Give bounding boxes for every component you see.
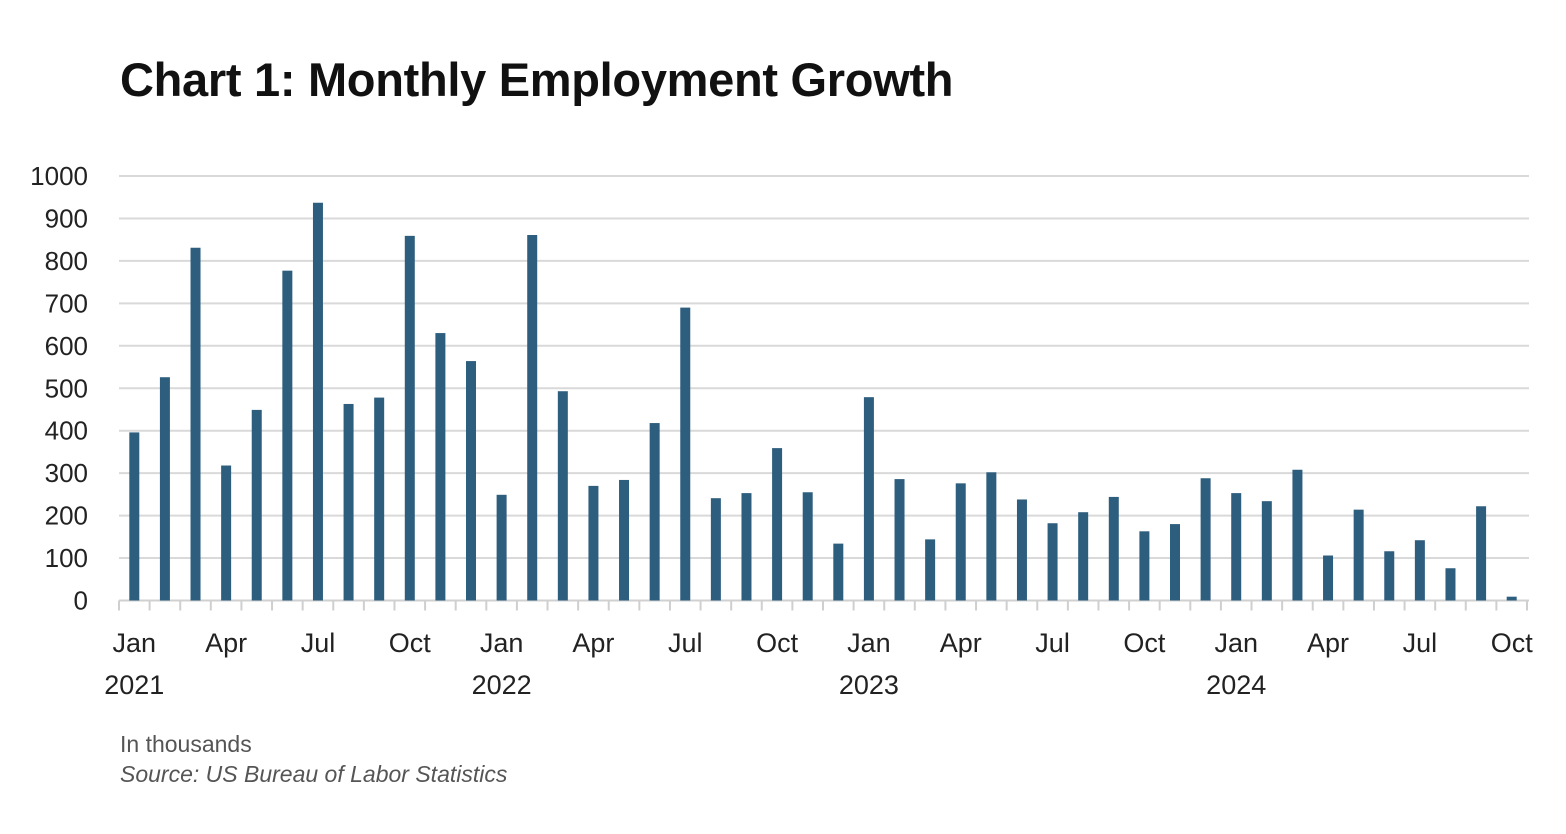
bar-oct-2021	[404, 235, 415, 601]
x-tick-label: Jan	[1214, 628, 1258, 658]
x-tick-label: Jul	[301, 628, 336, 658]
x-tick-label: Oct	[756, 628, 799, 658]
x-year-label: 2024	[1206, 670, 1266, 700]
bar-jun-2022	[649, 423, 660, 601]
bar-jan-2022	[496, 494, 507, 601]
x-year-label: 2022	[472, 670, 532, 700]
y-tick-label: 200	[45, 501, 88, 531]
bar-may-2022	[619, 479, 630, 601]
x-tick-label: Jan	[847, 628, 891, 658]
bar-jan-2023	[863, 397, 874, 601]
y-tick-label: 1000	[30, 161, 88, 191]
x-tick-label: Oct	[1491, 628, 1534, 658]
bar-jul-2023	[1047, 523, 1058, 601]
bar-may-2023	[986, 472, 997, 601]
chart-title: Chart 1: Monthly Employment Growth	[120, 53, 954, 106]
y-tick-label: 900	[45, 203, 88, 233]
bar-jun-2021	[282, 270, 293, 601]
bar-feb-2023	[894, 479, 905, 601]
bar-mar-2023	[925, 539, 936, 601]
x-year-label: 2021	[104, 670, 164, 700]
bar-feb-2024	[1261, 501, 1272, 601]
source-note: Source: US Bureau of Labor Statistics	[120, 761, 508, 787]
y-tick-label: 0	[74, 586, 88, 616]
bar-feb-2022	[527, 235, 538, 601]
bar-aug-2021	[343, 403, 354, 601]
bar-feb-2021	[159, 377, 170, 601]
y-tick-label: 100	[45, 543, 88, 573]
bar-aug-2023	[1078, 512, 1089, 601]
bar-oct-2022	[772, 448, 783, 601]
y-tick-label: 700	[45, 288, 88, 318]
bar-nov-2023	[1170, 524, 1180, 601]
x-tick-label: Apr	[1307, 628, 1349, 658]
bar-nov-2021	[435, 333, 446, 601]
x-tick-label: Oct	[1123, 628, 1166, 658]
bar-apr-2023	[955, 483, 966, 601]
bar-aug-2022	[710, 498, 721, 601]
bar-jul-2024	[1414, 540, 1425, 601]
x-tick-label: Oct	[389, 628, 432, 658]
bar-jul-2022	[680, 307, 691, 601]
bar-oct-2023	[1139, 531, 1150, 601]
bar-sep-2023	[1108, 496, 1119, 601]
bar-nov-2022	[802, 492, 813, 601]
bar-jan-2021	[129, 432, 140, 601]
x-tick-label: Apr	[205, 628, 247, 658]
y-tick-label: 800	[45, 246, 88, 276]
x-tick-label: Apr	[572, 628, 614, 658]
x-tick-label: Jul	[668, 628, 703, 658]
y-tick-label: 500	[45, 373, 88, 403]
bar-mar-2021	[190, 247, 201, 601]
unit-note: In thousands	[120, 731, 252, 757]
bar-jul-2021	[312, 202, 323, 601]
y-tick-label: 300	[45, 458, 88, 488]
bar-dec-2023	[1200, 478, 1211, 601]
bar-may-2021	[251, 409, 262, 601]
bar-jun-2024	[1384, 551, 1395, 601]
bar-apr-2021	[221, 465, 232, 601]
x-tick-label: Jan	[480, 628, 524, 658]
bar-oct-2024	[1506, 596, 1517, 601]
bar-sep-2024	[1476, 506, 1487, 601]
bar-mar-2024	[1292, 469, 1303, 601]
bar-jun-2023	[1016, 499, 1027, 601]
x-tick-label: Jul	[1403, 628, 1438, 658]
x-tick-label: Apr	[940, 628, 982, 658]
bar-apr-2022	[588, 485, 599, 601]
bar-dec-2021	[466, 361, 476, 601]
bar-apr-2024	[1323, 555, 1334, 601]
x-tick-label: Jan	[113, 628, 157, 658]
y-tick-label: 600	[45, 331, 88, 361]
bar-aug-2024	[1445, 568, 1456, 601]
bar-mar-2022	[557, 391, 568, 601]
x-tick-label: Jul	[1035, 628, 1070, 658]
bar-dec-2022	[833, 543, 844, 601]
bar-sep-2022	[741, 493, 752, 601]
x-year-label: 2023	[839, 670, 899, 700]
bar-may-2024	[1353, 509, 1364, 601]
y-tick-label: 400	[45, 416, 88, 446]
bar-sep-2021	[374, 397, 385, 601]
bar-jan-2024	[1231, 493, 1242, 601]
